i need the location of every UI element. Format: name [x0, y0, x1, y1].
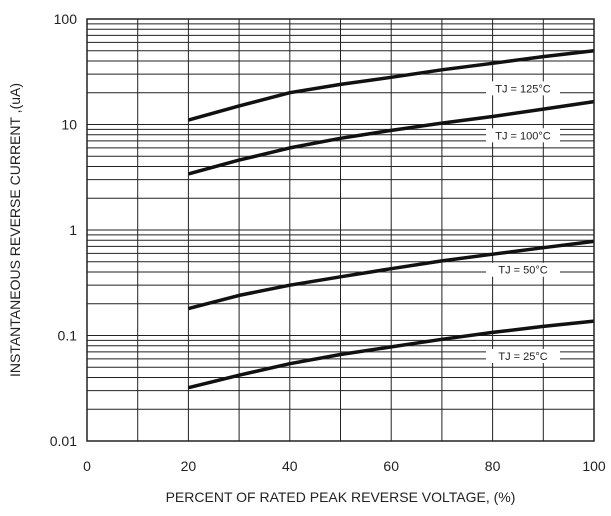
y-tick-label: 1 [69, 222, 77, 238]
x-tick-labels: 0 20 40 60 80 100 [83, 458, 606, 474]
series-label-bg [486, 262, 561, 277]
series-label-1: TJ = 100°C [495, 130, 551, 142]
y-axis-title: INSTANTANEOUS REVERSE CURRENT ,(uA) [7, 83, 23, 377]
y-tick-label: 100 [54, 11, 78, 27]
series-label-2: TJ = 50°C [498, 265, 547, 277]
series-labels: TJ = 125°C TJ = 100°C TJ = 50°C TJ = 25°C [486, 81, 561, 363]
y-tick-label: 0.01 [50, 433, 77, 449]
x-tick-label: 100 [582, 458, 606, 474]
x-tick-label: 0 [83, 458, 91, 474]
y-tick-labels: 0.01 0.1 1 10 100 [50, 11, 77, 449]
x-tick-label: 60 [383, 458, 399, 474]
series-line-2 [187, 239, 595, 311]
x-tick-label: 20 [181, 458, 197, 474]
plot-frame [86, 18, 595, 442]
series-label-bg [486, 348, 561, 363]
series-line-3 [187, 319, 595, 390]
x-axis-title: PERCENT OF RATED PEAK REVERSE VOLTAGE, (… [166, 489, 516, 505]
series-line-1 [187, 99, 595, 176]
series-line-0 [187, 49, 595, 122]
series-label-0: TJ = 125°C [495, 83, 551, 95]
x-tick-label: 80 [485, 458, 501, 474]
series-group [187, 49, 595, 390]
series-label-bg [486, 128, 561, 143]
y-tick-label: 0.1 [58, 328, 78, 344]
series-label-bg [486, 81, 561, 96]
y-tick-label: 10 [61, 117, 77, 133]
x-tick-label: 40 [282, 458, 298, 474]
series-label-3: TJ = 25°C [498, 351, 547, 363]
